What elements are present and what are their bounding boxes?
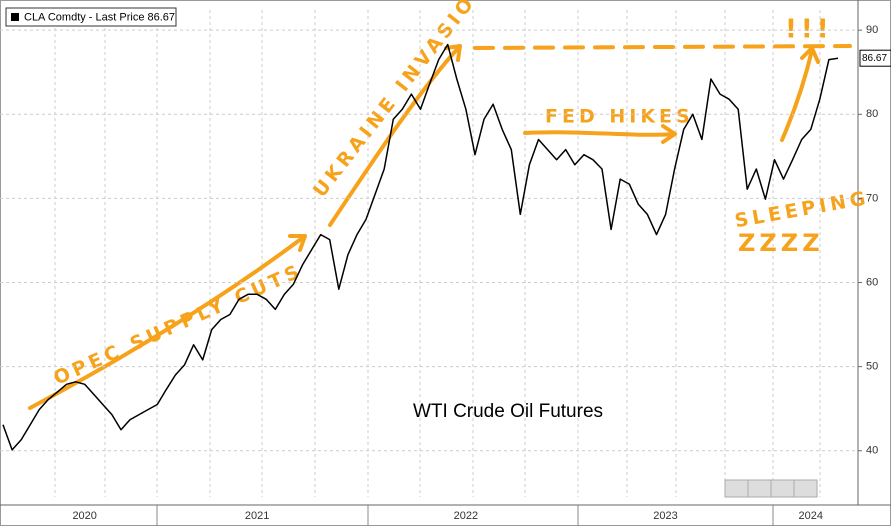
y-tick-label: 50 <box>866 361 878 373</box>
legend-box <box>5 7 177 27</box>
annotation: ZZZZ <box>738 229 824 257</box>
ukraine-arrow <box>328 44 462 227</box>
y-tick-label: 70 <box>866 192 878 204</box>
rally-arrow <box>780 46 820 142</box>
y-tick-label: 80 <box>866 108 878 120</box>
fed-arrow <box>523 124 677 144</box>
last-price-tag <box>859 49 891 67</box>
y-tick-label: 90 <box>866 24 878 36</box>
legend-last-price: 86.67 <box>148 11 176 23</box>
price-line <box>2 43 839 451</box>
x-tick-label: 2021 <box>245 510 269 522</box>
y-tick-label: 60 <box>866 276 878 288</box>
legend-name: CLA Comdty - Last Price <box>24 11 144 23</box>
legend-swatch <box>11 13 19 21</box>
x-tick-label: 2020 <box>72 510 96 522</box>
year-separators <box>156 505 774 526</box>
dashed-peak-line <box>473 44 852 50</box>
chart-title: WTI Crude Oil Futures <box>413 401 603 422</box>
annotation: !!! <box>785 15 833 45</box>
y-tick-label: 40 <box>866 445 878 457</box>
legend-label: CLA Comdty - Last Price 86.67 <box>24 11 175 23</box>
x-tick-label: 2024 <box>799 510 823 522</box>
x-tick-label: 2022 <box>454 510 478 522</box>
annotation: FED HIKES <box>545 106 694 128</box>
last-price-label: 86.67 <box>862 53 887 64</box>
toolbar <box>724 479 818 498</box>
opec-arrow <box>28 234 307 410</box>
x-tick-label: 2023 <box>653 510 677 522</box>
